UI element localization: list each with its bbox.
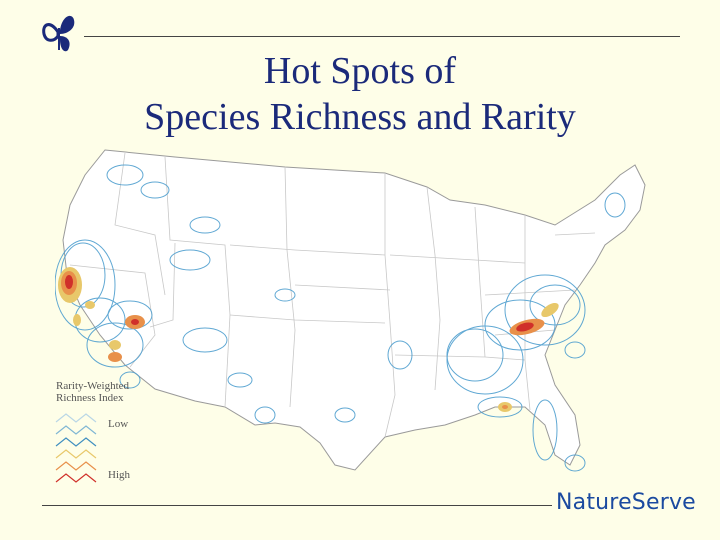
title-line-1: Hot Spots of xyxy=(263,50,457,92)
legend-swatch-2 xyxy=(55,425,97,435)
legend-swatch-5 xyxy=(55,461,97,471)
legend-scale xyxy=(55,413,97,483)
legend-swatch-3 xyxy=(55,437,97,447)
us-hotspot-map xyxy=(55,149,646,472)
richness-contours xyxy=(55,164,626,472)
title-line-2: Species Richness and Rarity xyxy=(144,96,576,138)
legend-low-label: Low xyxy=(108,418,129,430)
legend-swatch-4 xyxy=(55,449,97,459)
legend-high-label: High xyxy=(108,469,130,481)
slide-title: Hot Spots of Species Richness and Rarity xyxy=(60,48,660,140)
legend-title: Rarity-Weighted Richness Index xyxy=(56,380,129,404)
map-legend: Rarity-Weighted Richness Index Low High xyxy=(52,380,162,490)
legend-title-line-2: Richness Index xyxy=(56,392,124,404)
us-outline xyxy=(62,149,646,471)
header-rule xyxy=(84,36,680,37)
legend-swatch-1 xyxy=(55,413,97,423)
legend-title-line-1: Rarity-Weighted xyxy=(56,380,130,392)
legend-swatch-6 xyxy=(55,473,97,483)
footer-rule xyxy=(42,505,552,506)
hotspots xyxy=(58,267,559,412)
natureserve-logo: NatureServe xyxy=(556,490,696,515)
butterfly-logo-icon xyxy=(42,15,75,52)
